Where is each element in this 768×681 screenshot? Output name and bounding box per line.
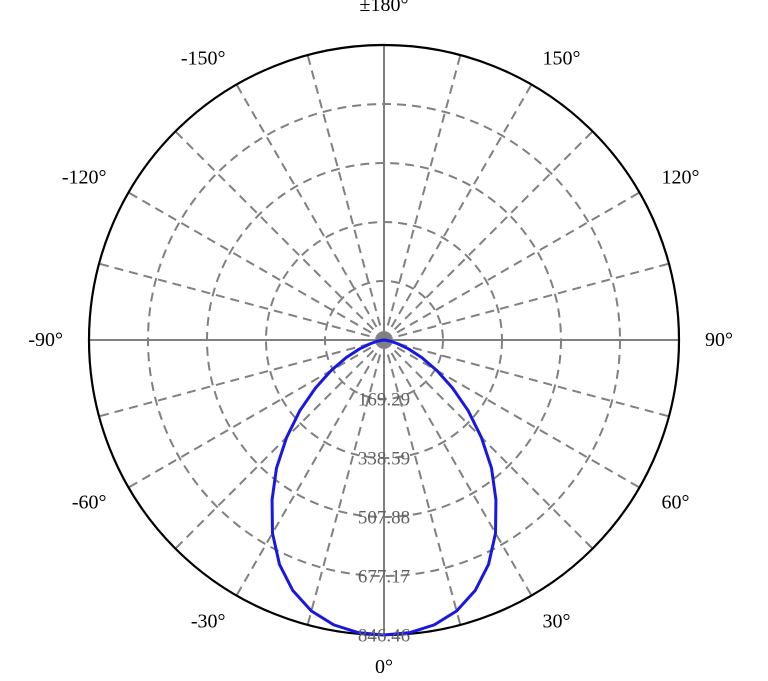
angle-label: 0° <box>375 656 393 678</box>
angle-label: 30° <box>543 610 571 632</box>
radial-label: 169.29 <box>358 389 410 410</box>
angle-label: ±180° <box>360 0 409 16</box>
radial-label: 677.17 <box>358 566 410 587</box>
polar-chart: 169.29 338.59 507.88 677.17 846.46 ±180° 150° 1… <box>0 0 768 681</box>
angle-label: -150° <box>181 48 226 70</box>
angle-label: -120° <box>62 167 107 189</box>
angle-label: 120° <box>661 167 699 189</box>
angle-label: 60° <box>661 492 689 514</box>
radial-label: 507.88 <box>358 507 410 528</box>
radial-label: 338.59 <box>358 448 410 469</box>
angle-label: -60° <box>72 492 107 514</box>
angle-label: 90° <box>705 329 733 351</box>
radial-label: 846.46 <box>358 625 410 646</box>
angle-label: -90° <box>28 329 63 351</box>
angle-label: -30° <box>191 610 226 632</box>
angle-label: 150° <box>543 48 581 70</box>
